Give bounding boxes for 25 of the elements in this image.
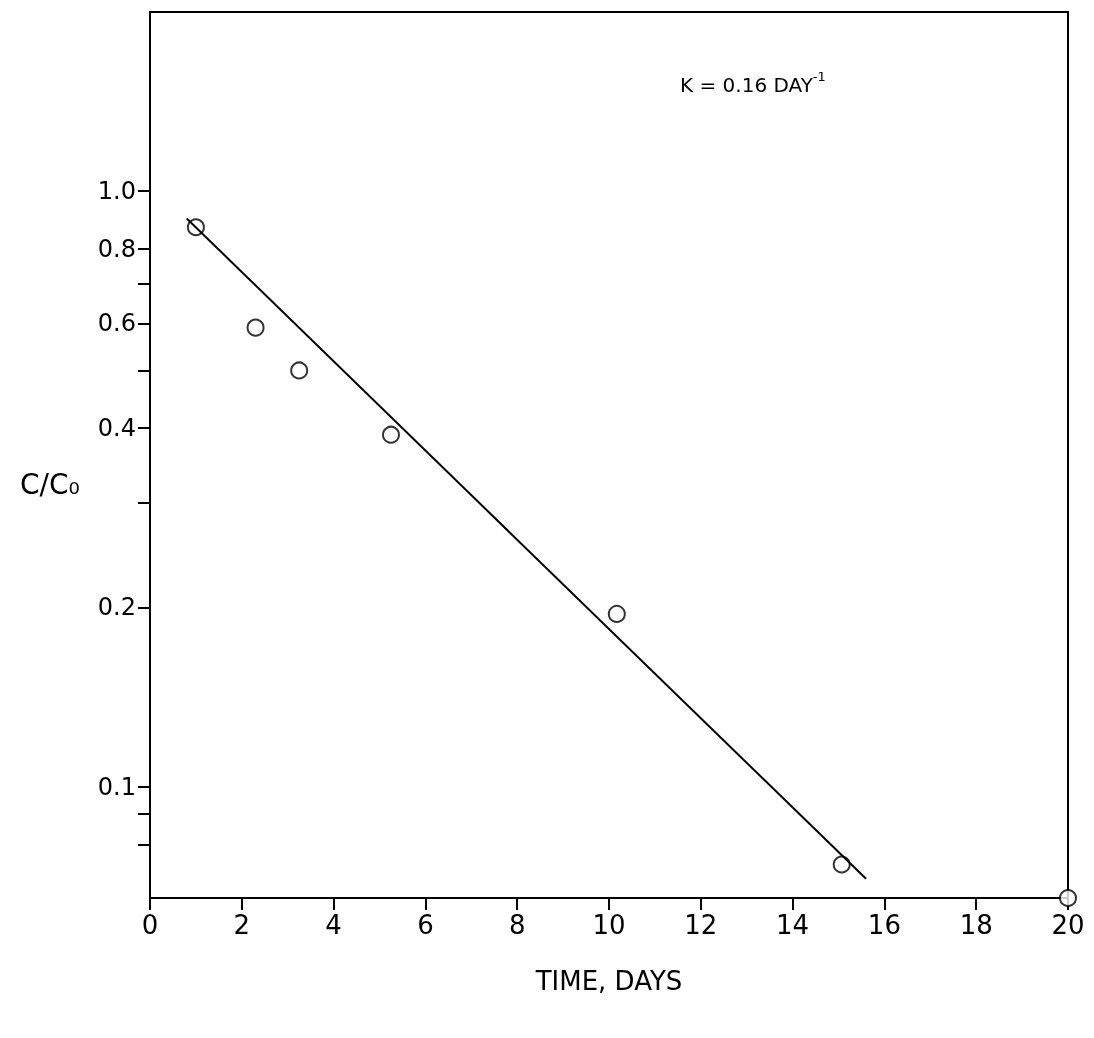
x-tick-label: 16 — [867, 910, 901, 940]
y-tick-label: 0.1 — [97, 772, 136, 801]
y-tick-label: 0.2 — [97, 593, 136, 622]
y-tick-label: 0.8 — [97, 234, 136, 263]
x-tick-label: 18 — [959, 910, 993, 940]
point — [832, 855, 851, 874]
y-tick-label: 0.4 — [97, 414, 136, 443]
x-tick-label: 14 — [776, 910, 810, 940]
x-tick-label: 0 — [141, 910, 159, 940]
x-tick-label: 6 — [417, 910, 434, 940]
point — [246, 318, 265, 337]
x-tick-label: 2 — [233, 910, 251, 940]
x-tick-label: 8 — [508, 910, 526, 940]
y-tick-label: 1.0 — [97, 177, 136, 206]
point — [381, 425, 400, 444]
y-tick-label: 0.6 — [97, 309, 136, 338]
x-tick-label: 12 — [684, 910, 718, 940]
x-tick-label: 20 — [1051, 910, 1085, 940]
x-axis-title: TIME, DAYS — [534, 966, 683, 996]
point — [1059, 889, 1077, 907]
y-axis-title: C/C₀ — [20, 467, 80, 501]
point — [290, 361, 309, 380]
x-tick-label: 10 — [592, 910, 626, 940]
x-tick-label: 4 — [325, 910, 342, 940]
point — [607, 604, 626, 623]
